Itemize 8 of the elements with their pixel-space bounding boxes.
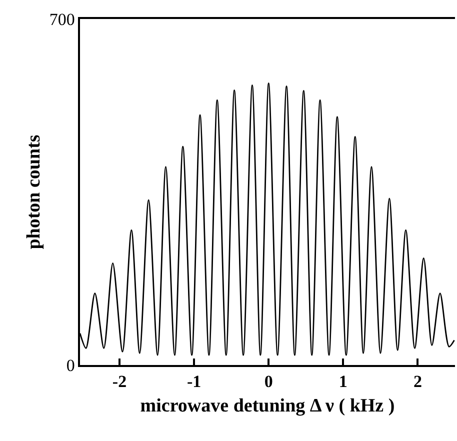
y-axis-title: photon counts: [24, 134, 45, 250]
x-tick-label: -2: [112, 372, 127, 392]
y-tick-label: 700: [49, 10, 75, 29]
x-tick-label: 2: [413, 372, 422, 392]
x-tick-label: -1: [186, 372, 202, 392]
x-axis-title: microwave detuning Δ ν ( kHz ): [140, 395, 395, 416]
x-tick-label: 1: [338, 372, 348, 392]
x-tick-label: 0: [264, 372, 273, 392]
